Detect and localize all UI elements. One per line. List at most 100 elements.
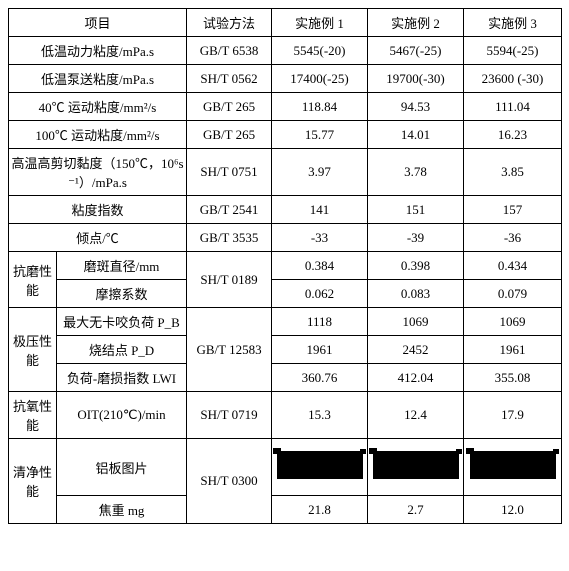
row-v3: 0.079: [464, 280, 562, 308]
row-method: GB/T 6538: [187, 37, 272, 65]
row-v2: 5467(-25): [368, 37, 464, 65]
row-label: OIT(210℃)/min: [57, 392, 187, 439]
row-method: SH/T 0300: [187, 439, 272, 524]
row-v3: 17.9: [464, 392, 562, 439]
table-row: 低温动力粘度/mPa.s GB/T 6538 5545(-20) 5467(-2…: [9, 37, 562, 65]
plate-image-cell: [368, 439, 464, 496]
hdr-method: 试验方法: [187, 9, 272, 37]
row-label: 低温动力粘度/mPa.s: [9, 37, 187, 65]
row-v2: 0.398: [368, 252, 464, 280]
row-v2: 412.04: [368, 364, 464, 392]
hdr-ex2: 实施例 2: [368, 9, 464, 37]
row-label: 摩擦系数: [57, 280, 187, 308]
row-method: GB/T 2541: [187, 196, 272, 224]
table-row: 抗磨性能 磨斑直径/mm SH/T 0189 0.384 0.398 0.434: [9, 252, 562, 280]
row-method: SH/T 0562: [187, 65, 272, 93]
row-label: 倾点/℃: [9, 224, 187, 252]
row-label: 40℃ 运动粘度/mm²/s: [9, 93, 187, 121]
table-row: 低温泵送粘度/mPa.s SH/T 0562 17400(-25) 19700(…: [9, 65, 562, 93]
table-row: 摩擦系数 0.062 0.083 0.079: [9, 280, 562, 308]
table-row: 100℃ 运动粘度/mm²/s GB/T 265 15.77 14.01 16.…: [9, 121, 562, 149]
row-method: SH/T 0189: [187, 252, 272, 308]
row-v3: 157: [464, 196, 562, 224]
row-v3: 23600 (-30): [464, 65, 562, 93]
row-v1: 0.062: [272, 280, 368, 308]
table-row: 负荷-磨损指数 LWI 360.76 412.04 355.08: [9, 364, 562, 392]
row-label: 100℃ 运动粘度/mm²/s: [9, 121, 187, 149]
row-v2: 12.4: [368, 392, 464, 439]
row-v3: 355.08: [464, 364, 562, 392]
table-row: 高温高剪切黏度（150℃，10⁶s⁻¹）/mPa.s SH/T 0751 3.9…: [9, 149, 562, 196]
row-v2: 2452: [368, 336, 464, 364]
row-method: SH/T 0719: [187, 392, 272, 439]
row-v2: 19700(-30): [368, 65, 464, 93]
row-v1: 1118: [272, 308, 368, 336]
row-v1: 360.76: [272, 364, 368, 392]
row-v3: 12.0: [464, 496, 562, 524]
plate-image-cell: [272, 439, 368, 496]
row-v1: 141: [272, 196, 368, 224]
row-label: 最大无卡咬负荷 P_B: [57, 308, 187, 336]
hdr-ex1: 实施例 1: [272, 9, 368, 37]
row-v1: -33: [272, 224, 368, 252]
row-method: GB/T 12583: [187, 308, 272, 392]
plate-image-icon: [373, 451, 459, 479]
row-v2: -39: [368, 224, 464, 252]
row-v3: 0.434: [464, 252, 562, 280]
table-row: 清净性能 铝板图片 SH/T 0300: [9, 439, 562, 496]
row-v3: 3.85: [464, 149, 562, 196]
row-label: 烧结点 P_D: [57, 336, 187, 364]
row-v1: 1961: [272, 336, 368, 364]
row-v1: 15.77: [272, 121, 368, 149]
group-label: 清净性能: [9, 439, 57, 524]
row-v3: 1961: [464, 336, 562, 364]
row-v2: 0.083: [368, 280, 464, 308]
row-v2: 14.01: [368, 121, 464, 149]
row-v2: 94.53: [368, 93, 464, 121]
row-v3: 111.04: [464, 93, 562, 121]
table-row: 烧结点 P_D 1961 2452 1961: [9, 336, 562, 364]
row-v1: 5545(-20): [272, 37, 368, 65]
row-label: 低温泵送粘度/mPa.s: [9, 65, 187, 93]
group-label: 抗氧性能: [9, 392, 57, 439]
row-v1: 15.3: [272, 392, 368, 439]
row-method: GB/T 265: [187, 93, 272, 121]
row-label: 负荷-磨损指数 LWI: [57, 364, 187, 392]
row-v1: 0.384: [272, 252, 368, 280]
group-label: 极压性能: [9, 308, 57, 392]
row-label: 粘度指数: [9, 196, 187, 224]
row-label: 磨斑直径/mm: [57, 252, 187, 280]
header-row: 项目 试验方法 实施例 1 实施例 2 实施例 3: [9, 9, 562, 37]
row-method: SH/T 0751: [187, 149, 272, 196]
row-v3: 5594(-25): [464, 37, 562, 65]
row-v2: 1069: [368, 308, 464, 336]
table-row: 焦重 mg 21.8 2.7 12.0: [9, 496, 562, 524]
plate-image-cell: [464, 439, 562, 496]
plate-image-icon: [277, 451, 363, 479]
table-row: 抗氧性能 OIT(210℃)/min SH/T 0719 15.3 12.4 1…: [9, 392, 562, 439]
hdr-item: 项目: [9, 9, 187, 37]
row-method: GB/T 265: [187, 121, 272, 149]
row-v1: 118.84: [272, 93, 368, 121]
plate-image-icon: [470, 451, 556, 479]
row-label: 焦重 mg: [57, 496, 187, 524]
row-v1: 17400(-25): [272, 65, 368, 93]
group-label: 抗磨性能: [9, 252, 57, 308]
table-row: 极压性能 最大无卡咬负荷 P_B GB/T 12583 1118 1069 10…: [9, 308, 562, 336]
row-v2: 2.7: [368, 496, 464, 524]
hdr-ex3: 实施例 3: [464, 9, 562, 37]
row-label: 高温高剪切黏度（150℃，10⁶s⁻¹）/mPa.s: [9, 149, 187, 196]
row-v3: 16.23: [464, 121, 562, 149]
row-label: 铝板图片: [57, 439, 187, 496]
row-v2: 151: [368, 196, 464, 224]
table-row: 40℃ 运动粘度/mm²/s GB/T 265 118.84 94.53 111…: [9, 93, 562, 121]
results-table: 项目 试验方法 实施例 1 实施例 2 实施例 3 低温动力粘度/mPa.s G…: [8, 8, 562, 524]
row-v1: 3.97: [272, 149, 368, 196]
row-v2: 3.78: [368, 149, 464, 196]
row-v1: 21.8: [272, 496, 368, 524]
row-v3: 1069: [464, 308, 562, 336]
row-method: GB/T 3535: [187, 224, 272, 252]
table-row: 倾点/℃ GB/T 3535 -33 -39 -36: [9, 224, 562, 252]
table-row: 粘度指数 GB/T 2541 141 151 157: [9, 196, 562, 224]
row-v3: -36: [464, 224, 562, 252]
